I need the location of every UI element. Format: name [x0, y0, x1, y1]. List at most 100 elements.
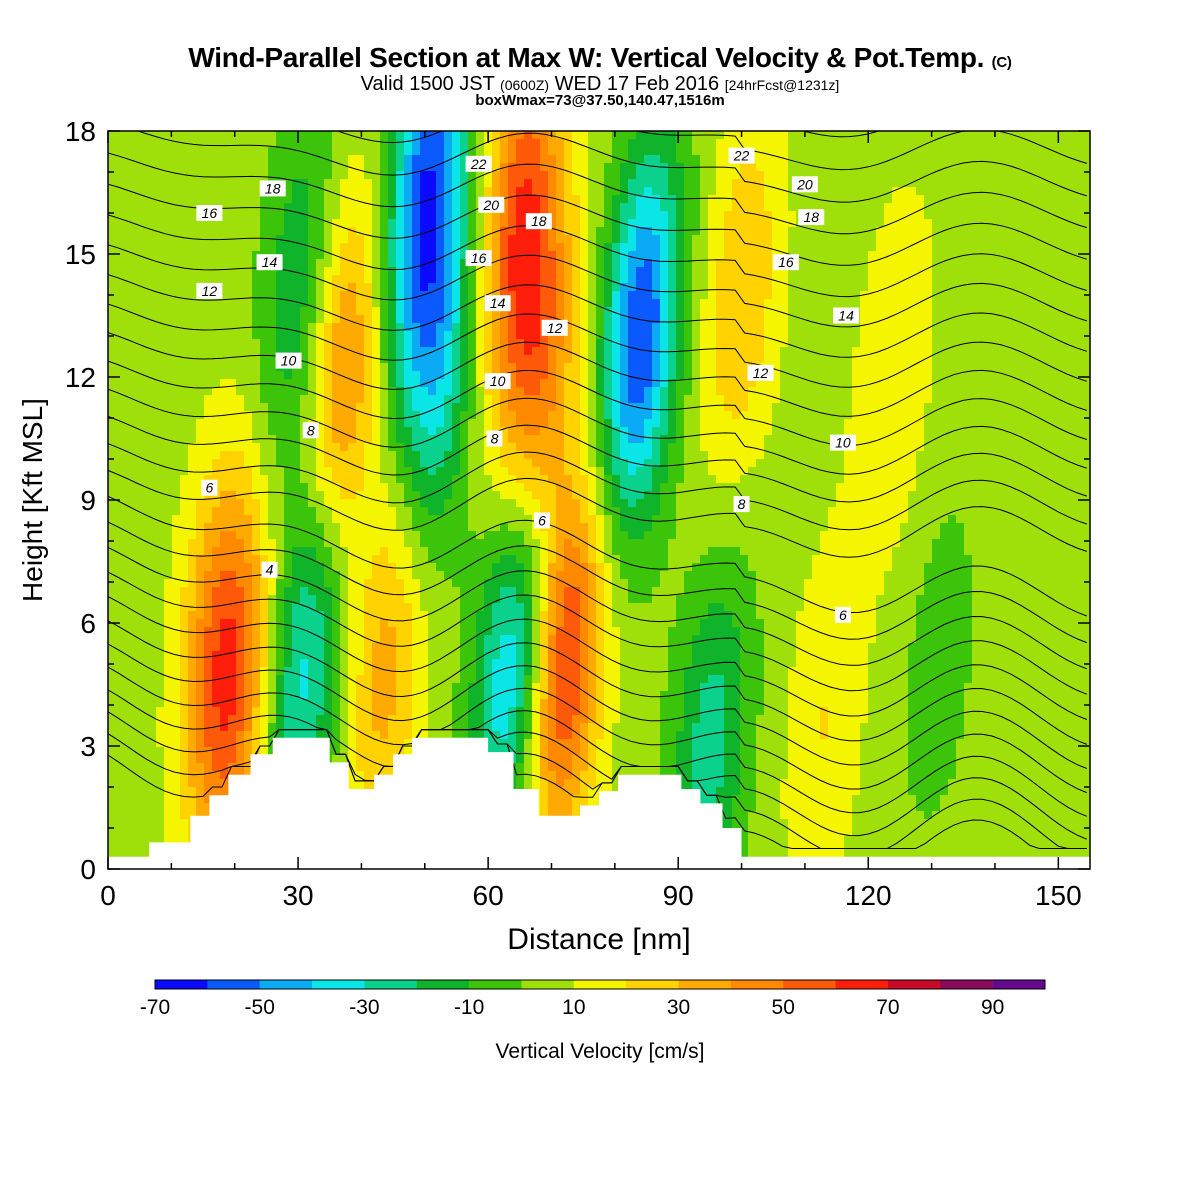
velocity-cell — [164, 523, 173, 532]
velocity-cell — [532, 395, 541, 404]
velocity-cell — [140, 203, 149, 212]
velocity-cell — [508, 467, 517, 476]
velocity-cell — [276, 467, 285, 476]
velocity-cell — [204, 667, 213, 676]
velocity-cell — [420, 547, 429, 556]
velocity-cell — [180, 427, 189, 436]
velocity-cell — [420, 595, 429, 604]
velocity-cell — [380, 691, 389, 700]
velocity-cell — [500, 307, 509, 316]
velocity-cell — [380, 371, 389, 380]
velocity-cell — [484, 331, 493, 340]
velocity-cell — [476, 291, 485, 300]
velocity-cell — [500, 635, 509, 644]
velocity-cell — [140, 475, 149, 484]
velocity-cell — [492, 731, 501, 740]
velocity-cell — [388, 411, 397, 420]
velocity-cell — [188, 811, 197, 820]
velocity-cell — [164, 155, 173, 164]
velocity-cell — [396, 467, 405, 476]
velocity-cell — [500, 611, 509, 620]
velocity-cell — [508, 155, 517, 164]
velocity-cell — [500, 715, 509, 724]
velocity-cell — [236, 571, 245, 580]
velocity-cell — [316, 163, 325, 172]
velocity-cell — [524, 387, 533, 396]
velocity-cell — [516, 667, 525, 676]
velocity-cell — [364, 683, 373, 692]
velocity-cell — [260, 675, 269, 684]
velocity-cell — [332, 707, 341, 716]
velocity-cell — [132, 547, 141, 556]
velocity-cell — [348, 507, 357, 516]
velocity-cell — [284, 619, 293, 628]
velocity-cell — [292, 403, 301, 412]
velocity-cell — [172, 379, 181, 388]
velocity-cell — [316, 171, 325, 180]
velocity-cell — [420, 587, 429, 596]
velocity-cell — [420, 163, 429, 172]
velocity-cell — [188, 403, 197, 412]
velocity-cell — [436, 267, 445, 276]
velocity-cell — [452, 523, 461, 532]
velocity-cell — [244, 683, 253, 692]
velocity-cell — [188, 619, 197, 628]
velocity-cell — [380, 763, 389, 772]
velocity-cell — [356, 667, 365, 676]
velocity-cell — [308, 651, 317, 660]
velocity-cell — [372, 747, 381, 756]
velocity-cell — [284, 627, 293, 636]
velocity-cell — [300, 387, 309, 396]
velocity-cell — [252, 579, 261, 588]
velocity-cell — [372, 235, 381, 244]
velocity-cell — [516, 267, 525, 276]
velocity-cell — [108, 179, 117, 188]
velocity-cell — [212, 595, 221, 604]
velocity-cell — [324, 243, 333, 252]
velocity-cell — [188, 179, 197, 188]
velocity-cell — [228, 595, 237, 604]
velocity-cell — [212, 707, 221, 716]
velocity-cell — [132, 651, 141, 660]
velocity-cell — [276, 523, 285, 532]
velocity-cell — [524, 355, 533, 364]
velocity-cell — [404, 619, 413, 628]
velocity-cell — [332, 443, 341, 452]
velocity-cell — [268, 579, 277, 588]
velocity-cell — [292, 595, 301, 604]
velocity-cell — [532, 507, 541, 516]
velocity-cell — [172, 475, 181, 484]
velocity-cell — [108, 403, 117, 412]
velocity-cell — [428, 587, 437, 596]
velocity-cell — [252, 587, 261, 596]
velocity-cell — [380, 131, 389, 140]
velocity-cell — [460, 707, 469, 716]
velocity-cell — [324, 491, 333, 500]
velocity-cell — [452, 267, 461, 276]
velocity-cell — [524, 555, 533, 564]
velocity-cell — [244, 243, 253, 252]
velocity-cell — [460, 387, 469, 396]
velocity-cell — [108, 235, 117, 244]
velocity-cell — [204, 171, 213, 180]
velocity-cell — [196, 267, 205, 276]
velocity-cell — [300, 203, 309, 212]
velocity-cell — [372, 731, 381, 740]
velocity-cell — [284, 715, 293, 724]
velocity-cell — [404, 523, 413, 532]
velocity-cell — [116, 539, 125, 548]
velocity-cell — [132, 699, 141, 708]
velocity-cell — [412, 419, 421, 428]
velocity-cell — [156, 627, 165, 636]
velocity-cell — [468, 555, 477, 564]
velocity-cell — [276, 267, 285, 276]
velocity-cell — [180, 675, 189, 684]
velocity-cell — [436, 707, 445, 716]
velocity-cell — [476, 699, 485, 708]
velocity-cell — [324, 427, 333, 436]
velocity-cell — [420, 555, 429, 564]
velocity-cell — [428, 355, 437, 364]
velocity-cell — [124, 827, 133, 836]
velocity-cell — [156, 715, 165, 724]
velocity-cell — [252, 595, 261, 604]
